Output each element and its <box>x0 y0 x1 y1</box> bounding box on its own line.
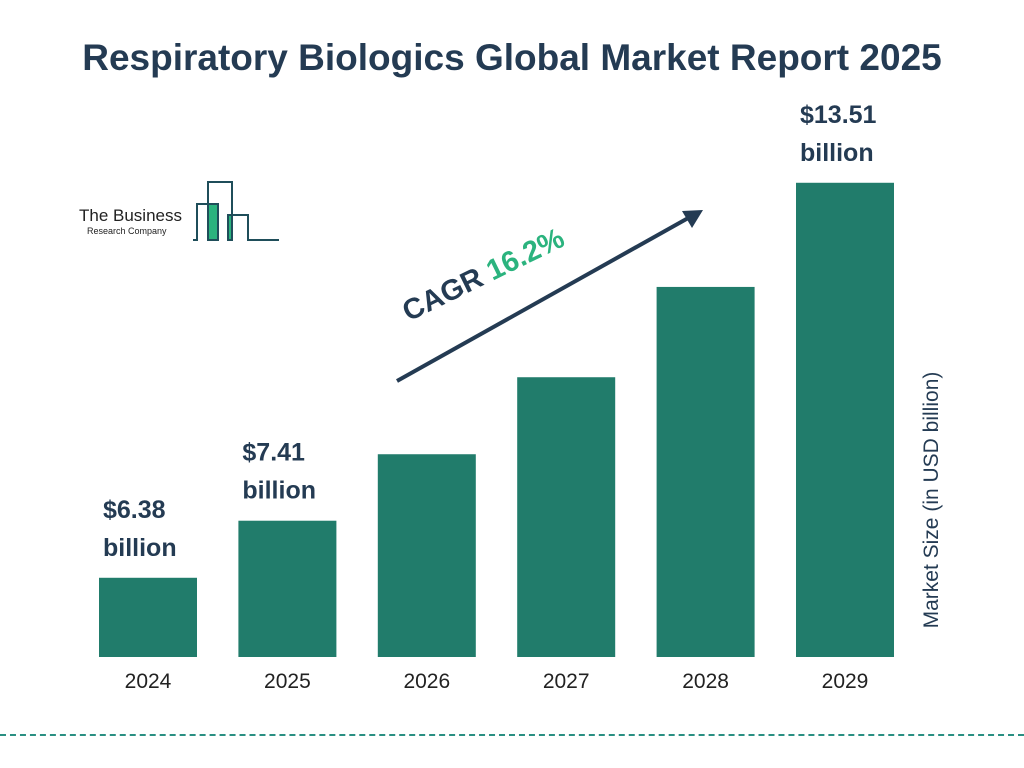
data-label: $13.51 billion <box>800 101 877 167</box>
logo-buildings-icon <box>193 181 279 241</box>
x-tick-label: 2029 <box>822 670 869 693</box>
x-tick-label: 2028 <box>682 670 729 693</box>
bar-2025 <box>238 520 337 657</box>
bar-2026 <box>377 454 476 657</box>
chart-title: Respiratory Biologics Global Market Repo… <box>82 37 942 78</box>
logo-text-line2: Research Company <box>87 226 167 236</box>
footer-divider <box>0 734 1024 736</box>
bar-2024 <box>99 577 197 657</box>
data-label: $7.41 billion <box>242 439 316 505</box>
y-axis-label: Market Size (in USD billion) <box>920 371 943 629</box>
x-tick-label: 2025 <box>264 670 311 693</box>
bar-2029 <box>796 182 894 657</box>
x-tick-label: 2026 <box>403 670 450 693</box>
logo-text-line1: The Business <box>79 206 182 225</box>
bar-2028 <box>656 286 755 657</box>
x-tick-label: 2027 <box>543 670 590 693</box>
x-tick-label: 2024 <box>125 670 172 693</box>
bar-2027 <box>517 377 616 657</box>
data-label: $6.38 billion <box>103 496 177 562</box>
cagr-arrow <box>396 210 703 383</box>
